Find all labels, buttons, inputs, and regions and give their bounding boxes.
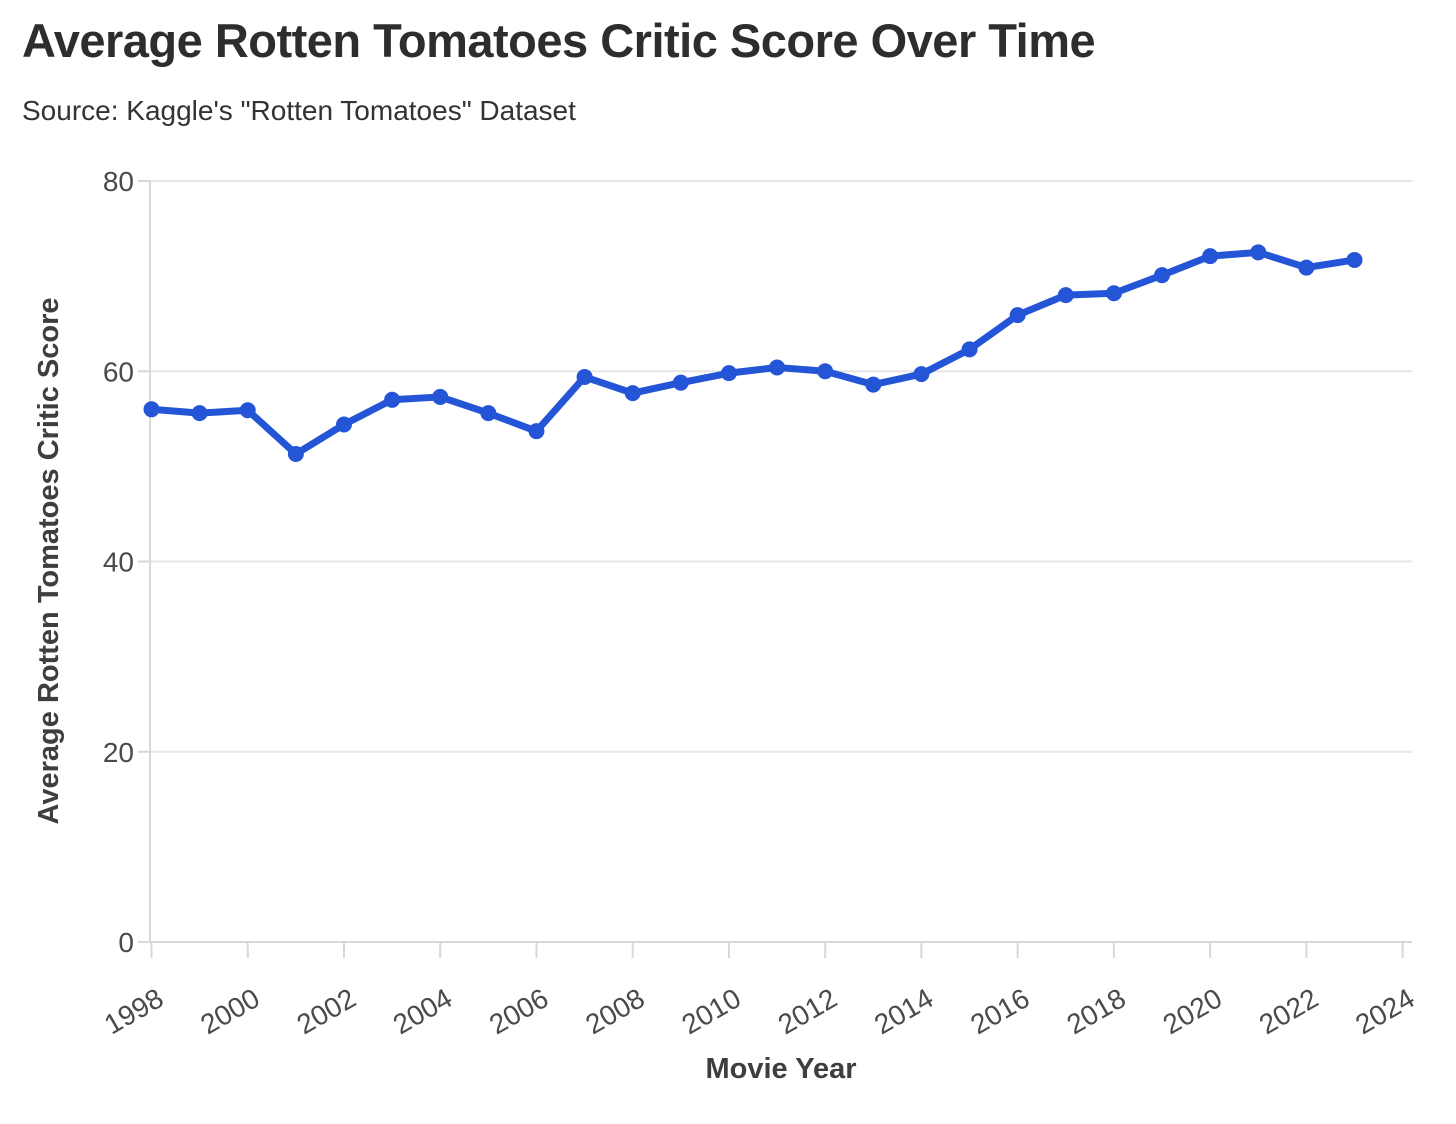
x-tick-label-2004: 2004 [388,982,457,1040]
y-tick-label-20: 20 [103,737,134,768]
chart-subtitle: Source: Kaggle's "Rotten Tomatoes" Datas… [22,95,576,126]
data-point-1998 [143,401,160,418]
data-point-2000 [239,402,256,419]
data-point-1999 [191,405,208,422]
data-point-2009 [672,374,689,391]
data-point-2018 [1105,285,1122,302]
x-tick-label-2018: 2018 [1061,982,1130,1040]
data-point-2012 [817,363,834,380]
data-point-2007 [576,368,593,385]
data-point-2019 [1154,267,1171,284]
data-point-2005 [480,405,497,422]
y-tick-label-60: 60 [103,356,134,387]
data-point-2022 [1298,259,1315,276]
data-point-2016 [1009,307,1026,324]
x-tick-label-2000: 2000 [195,982,264,1040]
x-tick-label-2016: 2016 [965,982,1034,1040]
data-point-2008 [624,385,641,402]
data-point-2020 [1202,248,1219,265]
x-tick-label-2020: 2020 [1158,982,1227,1040]
chart-layer: 0 20 40 60 80 1998 2000 2002 2004 2006 2008 2010 201… [99,166,1420,1040]
x-tick-label-1998: 1998 [99,982,168,1040]
data-point-2014 [913,366,930,383]
x-axis-title: Movie Year [705,1053,856,1085]
data-point-2004 [432,388,449,405]
x-tick-label-2006: 2006 [484,982,553,1040]
x-tick-label-2008: 2008 [580,982,649,1040]
data-point-2002 [335,416,352,433]
data-point-2017 [1057,287,1074,304]
x-tick-label-2012: 2012 [773,982,842,1040]
y-tick-label-0: 0 [118,927,134,958]
data-point-2001 [287,446,304,463]
data-point-2013 [865,376,882,393]
data-point-2003 [384,391,401,408]
x-tick-label-2010: 2010 [676,982,745,1040]
y-tick-label-40: 40 [103,547,134,578]
series-line [148,248,1358,458]
data-point-2023 [1346,251,1363,268]
y-axis-title: Average Rotten Tomatoes Critic Score [33,298,65,825]
data-point-2010 [720,365,737,382]
x-tick-label-2002: 2002 [292,982,361,1040]
data-point-2021 [1250,244,1267,261]
data-point-2015 [961,341,978,358]
chart-title: Average Rotten Tomatoes Critic Score Ove… [22,14,1096,67]
x-tick-label-2022: 2022 [1254,982,1323,1040]
y-tick-label-80: 80 [103,166,134,197]
data-point-2006 [528,423,545,440]
data-point-2011 [769,359,786,376]
x-tick-label-2014: 2014 [869,982,938,1040]
x-tick-label-2024: 2024 [1350,982,1419,1040]
